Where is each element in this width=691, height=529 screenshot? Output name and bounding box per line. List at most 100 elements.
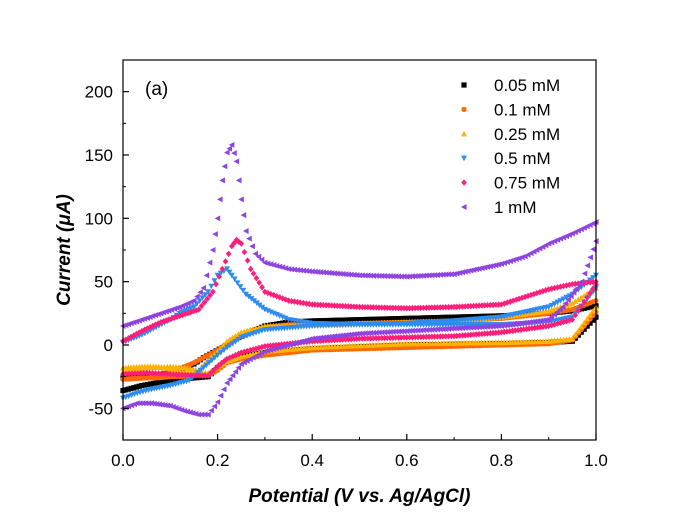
data-point xyxy=(156,380,162,386)
legend-marker xyxy=(461,204,467,210)
data-point xyxy=(434,271,441,278)
data-point xyxy=(285,266,292,272)
data-point xyxy=(270,291,277,299)
data-point xyxy=(364,272,371,279)
data-point xyxy=(467,267,474,274)
data-point xyxy=(181,407,188,414)
data-point xyxy=(575,307,582,314)
data-point xyxy=(398,315,404,322)
data-point xyxy=(203,272,210,279)
data-point xyxy=(465,268,471,275)
data-point xyxy=(445,271,452,278)
data-point xyxy=(231,150,237,157)
data-point xyxy=(323,302,329,309)
data-point xyxy=(229,372,236,379)
data-point xyxy=(406,315,413,321)
data-point xyxy=(545,304,552,310)
data-point xyxy=(155,370,162,377)
data-point xyxy=(259,304,266,311)
data-point xyxy=(381,273,388,280)
data-point xyxy=(255,253,262,260)
data-point xyxy=(205,289,212,295)
data-point xyxy=(167,370,174,378)
series-1-mm xyxy=(120,141,599,418)
data-point xyxy=(340,302,346,310)
data-point xyxy=(431,333,438,340)
data-point xyxy=(137,400,143,407)
data-point xyxy=(478,265,485,272)
data-point xyxy=(417,304,424,312)
data-point xyxy=(250,354,256,361)
data-point xyxy=(242,291,249,298)
data-point xyxy=(205,372,211,379)
data-point xyxy=(362,316,368,323)
ticks-layer: 0.0 0.2 0.4 0.6 0.8 1.0 -50 0 50 100 150 200 xyxy=(85,59,608,470)
data-point xyxy=(337,317,343,323)
data-point xyxy=(208,369,215,376)
data-point xyxy=(381,316,388,322)
data-point xyxy=(490,262,496,269)
data-point xyxy=(440,304,446,311)
data-point xyxy=(573,285,580,292)
data-point xyxy=(205,411,211,418)
data-point xyxy=(224,380,230,386)
data-point xyxy=(448,314,454,320)
data-point xyxy=(255,351,262,358)
data-point xyxy=(144,381,151,388)
data-point xyxy=(288,266,295,273)
data-point xyxy=(131,385,137,391)
y-tick-label: 200 xyxy=(85,83,113,102)
data-point xyxy=(570,289,577,296)
data-point xyxy=(133,384,140,390)
data-point xyxy=(198,411,205,418)
data-point xyxy=(569,300,576,306)
data-point xyxy=(581,305,587,311)
data-point xyxy=(211,278,218,284)
data-point xyxy=(149,369,156,377)
data-point xyxy=(590,275,597,281)
data-point xyxy=(342,271,349,278)
data-point xyxy=(395,316,402,322)
data-point xyxy=(417,272,424,279)
data-point xyxy=(244,347,250,355)
data-point xyxy=(244,257,251,264)
data-point xyxy=(429,333,435,340)
data-point xyxy=(148,400,154,407)
legend-label: 0.05 mM xyxy=(494,76,560,95)
data-point xyxy=(199,295,206,301)
data-point xyxy=(174,377,180,383)
data-point xyxy=(253,274,260,282)
data-point xyxy=(235,336,242,343)
data-point xyxy=(185,371,191,379)
data-point xyxy=(228,141,235,148)
data-point xyxy=(312,318,318,324)
legend-marker xyxy=(461,82,467,88)
data-point xyxy=(186,377,193,384)
data-point xyxy=(392,334,399,341)
data-point xyxy=(584,323,590,329)
data-point xyxy=(247,265,254,273)
data-point xyxy=(459,269,466,276)
data-point xyxy=(481,264,488,271)
x-tick-label: 0.4 xyxy=(300,451,324,470)
data-point xyxy=(285,297,292,304)
data-point xyxy=(267,261,274,268)
data-point xyxy=(226,336,233,343)
data-point xyxy=(131,401,137,408)
data-point xyxy=(334,270,340,277)
data-point xyxy=(487,330,494,337)
data-point xyxy=(300,299,307,307)
y-tick-label: 0 xyxy=(104,336,113,355)
data-point xyxy=(134,400,140,407)
data-point xyxy=(242,228,249,234)
data-point xyxy=(262,288,268,295)
data-point xyxy=(439,271,446,278)
data-point xyxy=(584,262,591,269)
data-point xyxy=(232,351,239,359)
data-point xyxy=(409,334,416,341)
data-point xyxy=(554,299,561,306)
data-point xyxy=(253,345,259,352)
data-point xyxy=(481,302,488,309)
data-point xyxy=(548,322,555,329)
data-point xyxy=(581,270,588,277)
